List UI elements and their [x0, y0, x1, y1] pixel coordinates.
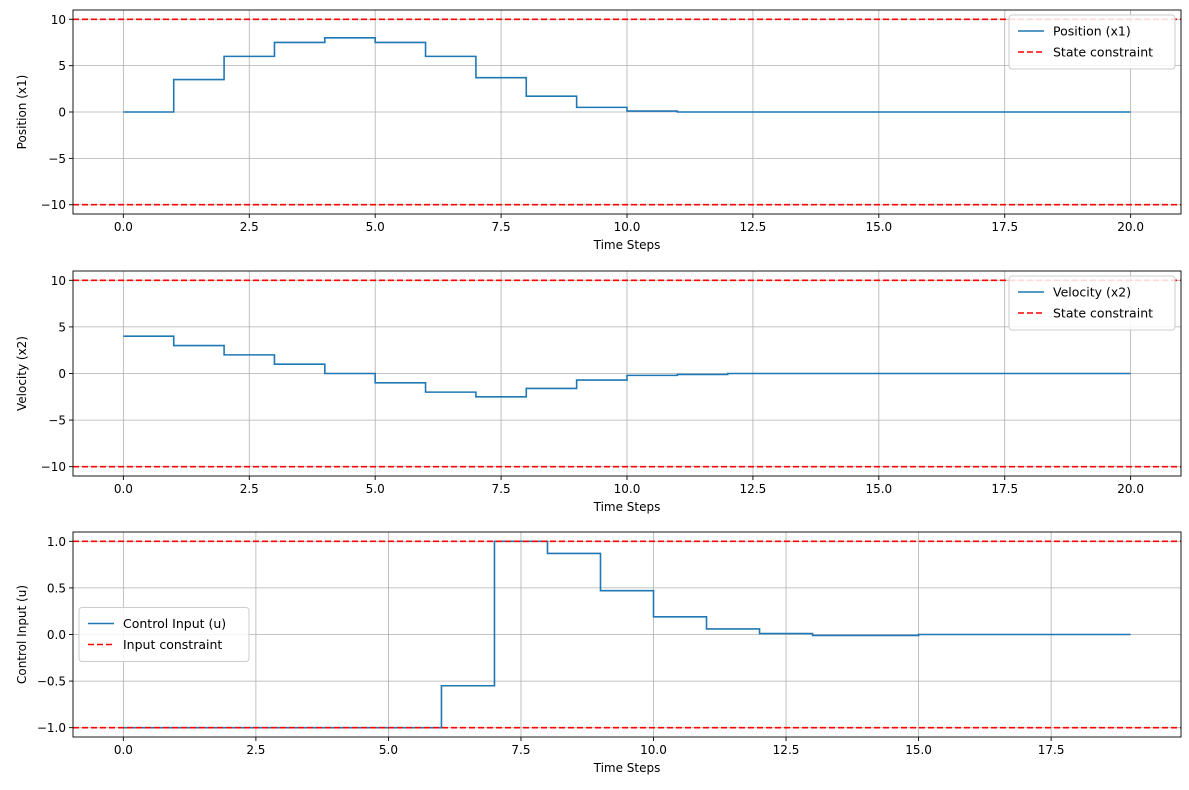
legend-box	[1008, 275, 1176, 331]
legend-entry-label: State constraint	[1053, 45, 1153, 60]
x-tick-label: 0.0	[114, 220, 133, 234]
x-tick-label: 15.0	[865, 220, 892, 234]
y-tick-label: −1.0	[37, 721, 66, 735]
series-line-0	[123, 335, 1131, 398]
x-tick-label: 10.0	[614, 482, 641, 496]
series-group	[73, 18, 1181, 206]
x-tick-label: 7.5	[492, 482, 511, 496]
series-group	[73, 279, 1181, 468]
y-axis-label: Velocity (x2)	[15, 336, 29, 411]
y-tick-label: 0.5	[47, 581, 66, 595]
y-tick-label: −0.5	[37, 675, 66, 689]
y-tick-label: 0	[58, 106, 66, 120]
x-tick-label: 10.0	[640, 743, 667, 757]
y-tick-label: −5	[48, 414, 66, 428]
y-tick-label: 0.0	[47, 628, 66, 642]
x-tick-label: 20.0	[1117, 220, 1144, 234]
x-tick-label: 7.5	[492, 220, 511, 234]
x-tick-label: 12.5	[740, 220, 767, 234]
x-tick-label: 17.5	[991, 482, 1018, 496]
y-tick-label: 1.0	[47, 535, 66, 549]
x-tick-label: 10.0	[614, 220, 641, 234]
legend-box	[78, 607, 250, 662]
x-tick-label: 0.0	[114, 743, 133, 757]
x-tick-label: 20.0	[1117, 482, 1144, 496]
y-axis-label: Control Input (u)	[15, 585, 29, 684]
legend: Control Input (u) Input constraint	[78, 607, 250, 662]
series-group	[73, 540, 1181, 729]
x-tick-label: 2.5	[240, 220, 259, 234]
legend-entry-label: State constraint	[1053, 306, 1153, 321]
x-axis-label: Time Steps	[593, 238, 661, 252]
x-tick-label: 0.0	[114, 482, 133, 496]
x-tick-label: 2.5	[240, 482, 259, 496]
subplot-3: 0.0 2.5 5.0 7.5 10.0 12.5 15.0 17.5 −1.0 −0.5 0.0 0…	[15, 531, 1182, 775]
y-tick-label: −10	[41, 460, 66, 474]
y-tick-label: 5	[58, 59, 66, 73]
x-tick-label: 17.5	[991, 220, 1018, 234]
series-line-0	[123, 37, 1131, 113]
x-tick-label: 12.5	[740, 482, 767, 496]
x-axis-label: Time Steps	[593, 761, 661, 775]
subplot-1: 0.0 2.5 5.0 7.5 10.0 12.5 15.0 17.5 20.0 −10 −5 0 5 1…	[15, 9, 1182, 252]
legend-entry-label: Velocity (x2)	[1053, 285, 1131, 300]
x-tick-label: 15.0	[865, 482, 892, 496]
y-tick-label: 10	[51, 274, 66, 288]
x-tick-label: 5.0	[366, 220, 385, 234]
x-tick-label: 5.0	[366, 482, 385, 496]
x-tick-label: 12.5	[773, 743, 800, 757]
legend: Velocity (x2) State constraint	[1008, 275, 1176, 331]
x-tick-label: 17.5	[1038, 743, 1065, 757]
x-axis-label: Time Steps	[593, 500, 661, 514]
subplot-2: 0.0 2.5 5.0 7.5 10.0 12.5 15.0 17.5 20.0 −10 −5 0 5 1…	[15, 270, 1182, 514]
y-tick-label: −5	[48, 152, 66, 166]
y-tick-label: −10	[41, 198, 66, 212]
y-axis-label: Position (x1)	[15, 75, 29, 150]
x-tick-label: 5.0	[379, 743, 398, 757]
legend-box	[1008, 14, 1176, 70]
x-tick-label: 2.5	[246, 743, 265, 757]
legend-entry-label: Input constraint	[123, 637, 222, 652]
y-tick-label: 5	[58, 320, 66, 334]
y-tick-label: 10	[51, 13, 66, 27]
x-tick-label: 15.0	[905, 743, 932, 757]
legend-entry-label: Position (x1)	[1053, 24, 1131, 39]
legend: Position (x1) State constraint	[1008, 14, 1176, 70]
x-tick-label: 7.5	[511, 743, 530, 757]
y-tick-label: 0	[58, 367, 66, 381]
legend-entry-label: Control Input (u)	[123, 616, 226, 631]
